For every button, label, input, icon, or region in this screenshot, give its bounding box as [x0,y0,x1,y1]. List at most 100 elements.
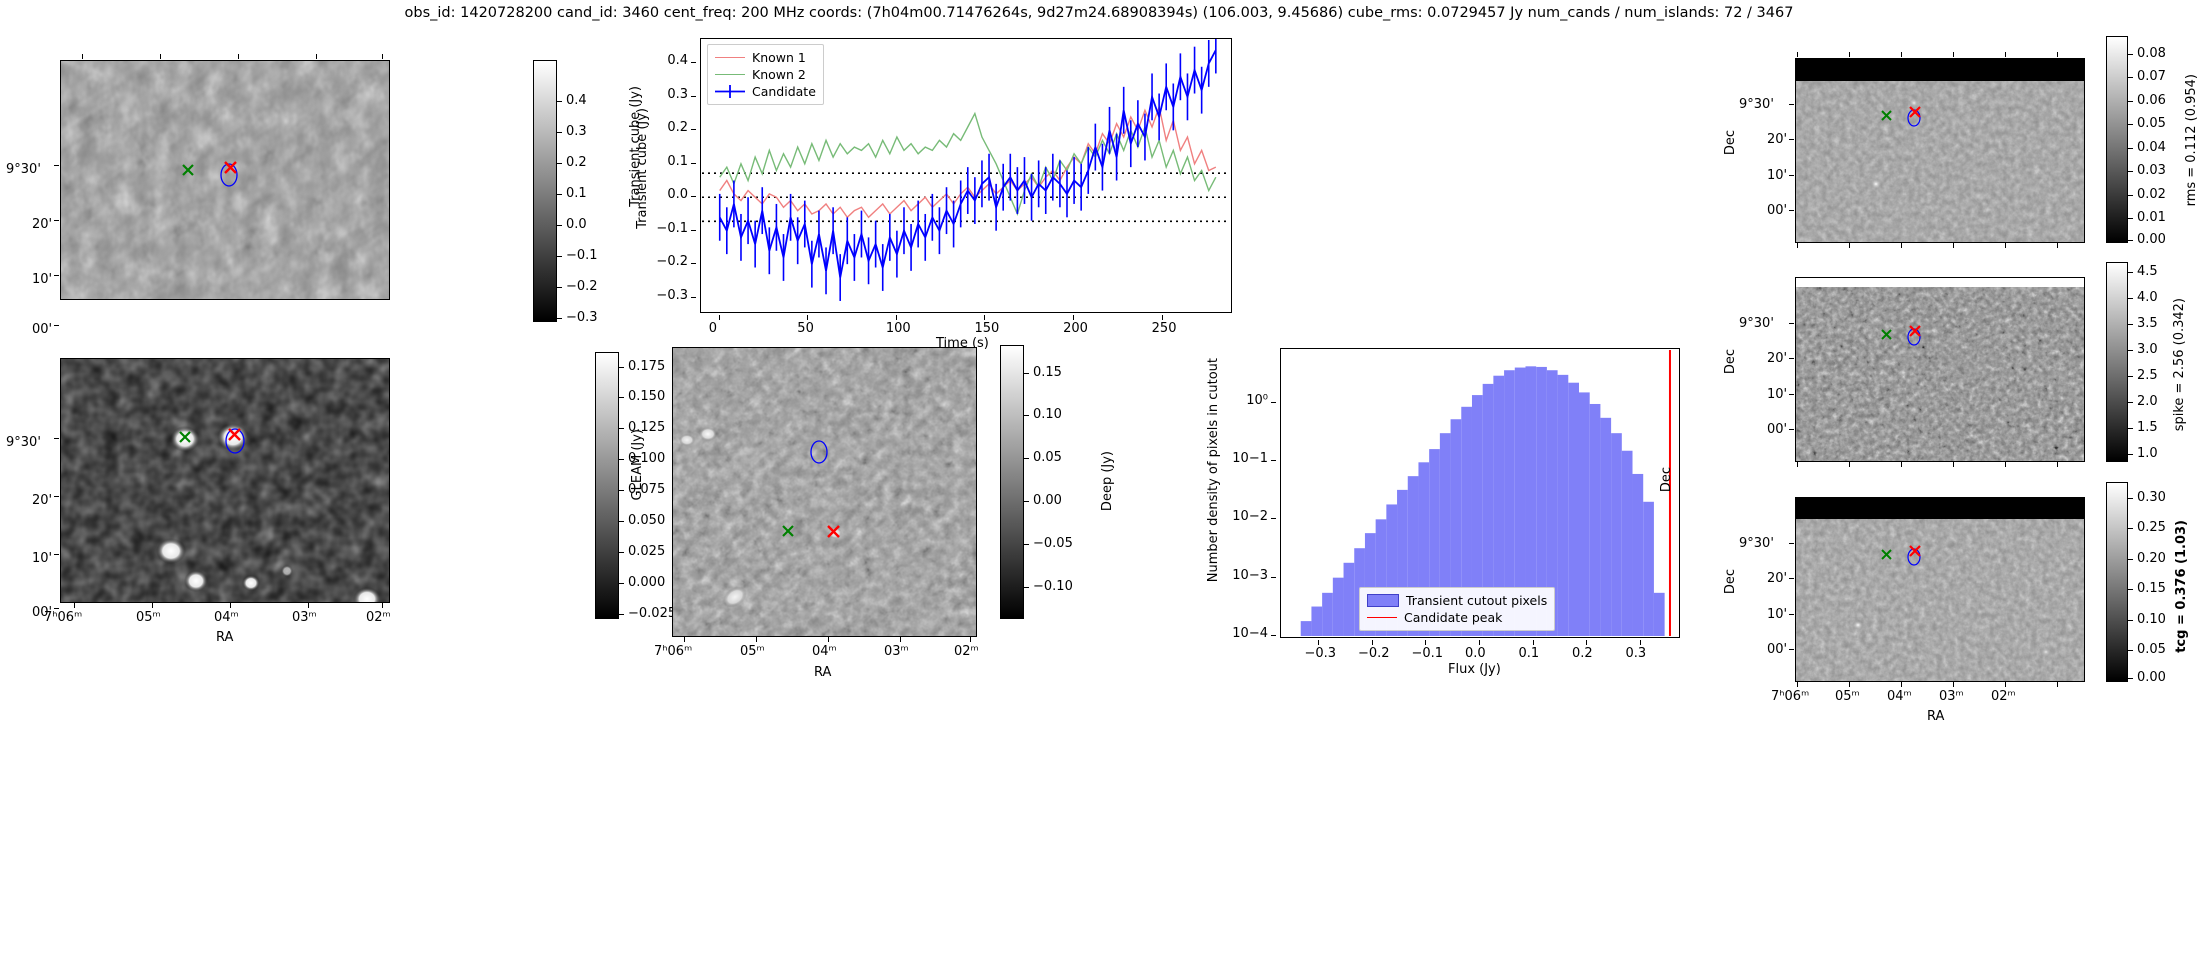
tcg-ytick-2: 10' [1767,607,1788,622]
rms-noise-render [1796,81,2084,242]
cb6-tick-0: 0.30 [2137,490,2166,505]
transient-cube-image [60,60,390,300]
lightcurve-ytick: −0.2 [656,254,688,270]
rms-image [1795,58,2085,243]
legend-item-known2: Known 2 [715,66,816,83]
cb4-tick-3: 0.05 [2137,116,2166,131]
histogram-ytick: 10−1 [1232,451,1268,466]
rms-ytick-1: 20' [1767,132,1788,147]
cb5-tick-1: 4.0 [2137,290,2158,305]
gleam-xlabel: RA [216,630,234,645]
red-x-marker [1909,545,1921,557]
gleam-image [60,358,390,603]
source-markers [182,161,238,187]
flux-histogram-plot: Transient cutout pixels Candidate peak D… [1206,348,1680,677]
transient-cube-ytick-0: 9°30' [6,162,41,177]
cb1-tick-6: −0.2 [566,279,598,294]
spike-image [1795,277,2085,462]
cb3-tick-0: 0.15 [1033,365,1062,380]
cb2-tick-6: 0.025 [628,544,666,559]
cb6-tick-3: 0.15 [2137,581,2166,596]
cb4-tick-1: 0.07 [2137,69,2166,84]
lightcurve-yticks: −0.3 −0.2 −0.1 0.0 0.1 0.2 0.3 0.4 [654,38,696,313]
deep-xtick-3: 03ᵐ [884,644,909,659]
lightcurve-xtick: 150 [974,321,1000,336]
gleam-colorbar: 0.175 0.150 0.125 0.100 0.075 0.050 0.02… [595,352,726,621]
histogram-xtick: 0.1 [1518,646,1540,661]
rms-panel: 9°30' 20' 10' 00' Dec [1723,52,2085,248]
rms-ytick-3: 00' [1767,203,1788,218]
gleam-xtick-4: 02ᵐ [366,610,391,625]
legend-item-candidate: Candidate [715,83,816,100]
cb4-tick-8: 0.00 [2137,232,2166,247]
histogram-ytick: 10⁰ [1246,392,1268,408]
rms-colorbar-label: rms = 0.112 (0.954) [2184,74,2198,207]
rms-ylabel: Dec [1723,130,1738,156]
lightcurve-ytick: −0.3 [656,287,688,303]
lightcurve-xticks: 0 50 100 150 200 250 [700,315,1232,337]
spike-source-markers [1881,325,1921,346]
legend-label-known2: Known 2 [752,67,806,82]
lightcurve-xtick: 200 [1063,321,1088,336]
deep-xtick-2: 04ᵐ [812,644,837,659]
gleam-xtick-3: 03ᵐ [292,610,317,625]
tcg-xtick-4: 02ᵐ [1991,689,2016,704]
deep-source-markers [782,440,840,538]
tcg-xtick-3: 03ᵐ [1939,689,1964,704]
cb1-tick-1: 0.3 [566,124,587,139]
red-x-marker [1909,106,1921,118]
histogram-ylabel: Number density of pixels in cutout [1206,358,1221,583]
cb2-tick-1: 0.150 [628,389,666,404]
tcg-ylabel: Dec [1723,569,1738,595]
gleam-source-markers [179,428,245,454]
spike-panel: 9°30' 20' 10' 00' Dec [1723,277,2085,467]
cb2-tick-3: 0.100 [628,451,666,466]
cb4-tick-0: 0.08 [2137,46,2166,61]
cutout-pixels-swatch [1367,594,1399,607]
histogram-yticks: 10−4 10−3 10−2 10−1 10⁰ [1232,348,1276,641]
deep-xtick-1: 05ᵐ [740,644,765,659]
tcg-xtick-0: 7ʰ06ᵐ [1771,689,1810,704]
known2-line-swatch [715,74,745,75]
histogram-xticks: −0.3 −0.2 −0.1 0.0 0.1 0.2 0.3 [1280,640,1680,662]
rms-ytick-2: 10' [1767,168,1788,183]
cb5-tick-7: 1.0 [2137,446,2158,461]
rms-colorbar: 0.08 0.07 0.06 0.05 0.04 0.03 0.02 0.01 … [2106,36,2198,247]
lightcurve-xtick: 50 [797,321,814,336]
spike-colorbar-label: spike = 2.56 (0.342) [2172,298,2187,432]
cb3-tick-1: 0.10 [1033,407,1062,422]
spike-ytick-3: 00' [1767,422,1788,437]
deep-xlabel: RA [814,665,832,680]
cb2-tick-8: −0.025 [628,606,677,621]
spike-ylabel: Dec [1723,349,1738,375]
cb1-tick-2: 0.2 [566,155,587,170]
histogram-dec-vline-label: Dec [1659,467,1674,493]
tcg-panel: 9°30' 20' 10' 00' 7ʰ06ᵐ 05ᵐ 04ᵐ 03ᵐ 02ᵐ … [1723,497,2085,724]
candidate-peak-swatch [1367,617,1397,618]
lightcurve-ylabel: Transient cube (Jy) [628,86,643,207]
green-x-marker [1881,329,1892,340]
transient-cube-ytick-2: 10' [32,272,53,287]
blue-ellipse-contour [220,163,238,187]
deep-noise-render [673,348,976,636]
lightcurve-ytick: 0.4 [667,53,688,69]
cb2-tick-2: 0.125 [628,420,666,435]
lightcurve-xtick: 0 [708,321,717,336]
rms-ytick-0: 9°30' [1739,97,1774,112]
spike-masked-band [1796,278,2084,287]
gleam-ytick-1: 20' [32,493,53,508]
spike-noise-render [1796,287,2084,461]
gleam-panel: 9°30' 20' 10' 00' 7ʰ06ᵐ 05ᵐ 04ᵐ 03ᵐ 02ᵐ … [0,358,391,645]
cb3-tick-2: 0.05 [1033,450,1062,465]
candidate-errorbar-swatch [715,85,745,98]
tcg-colorbar: 0.30 0.25 0.20 0.15 0.10 0.05 0.00 tcg =… [2106,482,2189,685]
red-x-marker [827,525,840,538]
cb5-tick-6: 1.5 [2137,420,2158,435]
histogram-xtick: 0.3 [1625,646,1647,661]
lightcurve-ytick: 0.2 [667,120,688,136]
blue-ellipse-contour [810,440,828,464]
cb6-tick-4: 0.10 [2137,612,2166,627]
gleam-ylabel: Dec [0,466,3,492]
cb2-tick-4: 0.075 [628,482,666,497]
cb2-tick-5: 0.050 [628,513,666,528]
